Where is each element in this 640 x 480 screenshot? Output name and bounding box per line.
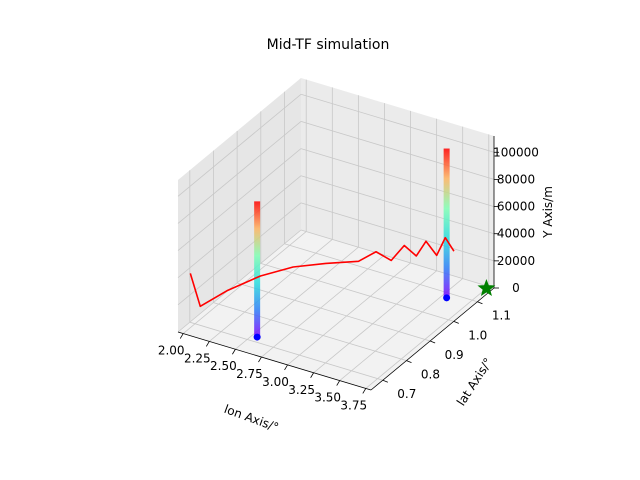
x-tick-label: 3.00 [262,375,289,389]
grid-line-y-floor [189,321,383,381]
grid-line-z-side [177,202,302,306]
y-tick-label: 0.9 [445,348,464,362]
tick-labels: 2.002.252.502.753.003.253.503.75 0.7 0.8 0.… [158,145,539,412]
y-tick-mark [406,360,412,363]
trajectory-line [189,236,455,308]
x-tick-label: 2.00 [158,344,185,358]
grid-line-x-floor [209,239,333,342]
z-tick-label: 40000 [497,227,535,241]
grid-line-x-floor [313,270,437,374]
x-tick-mark [205,341,210,347]
grid-line-x-floor [261,254,385,358]
grid-line-z-back [300,202,495,262]
column-1 [254,201,261,338]
x-tick-label: 3.50 [314,391,341,405]
data-marks [189,148,496,341]
z-tick-label: 80000 [497,172,535,186]
y-axis-line [370,287,495,391]
y-tick-mark [429,340,436,344]
y-axis-label: lat Axis/° [454,355,495,408]
grid-line-z-side [177,93,302,197]
y-tick-mark [382,379,388,383]
column-base-point-2 [443,294,451,302]
grid-line-z-back [300,229,495,289]
x-tick-mark [310,372,314,378]
grid-line-z-side [177,121,302,224]
grid-line-z-back [300,121,495,180]
chart-title: Mid-TF simulation [267,37,390,53]
x-tick-label: 3.25 [288,383,315,397]
side-pane [178,78,301,332]
grid-lines [177,79,495,391]
z-tick-label: 60000 [497,200,535,214]
x-tick-mark [284,364,288,371]
y-tick-label: 0.7 [397,387,416,401]
y-tick-label: 0.8 [421,368,440,382]
z-tick-label: 100000 [493,145,539,159]
grid-line-x-floor [339,278,463,381]
star-marker [477,278,496,297]
grid-line-y-floor [237,282,431,342]
y-tick-mark [477,301,483,305]
grid-line-z-side [177,175,302,279]
grid-line-z-back [300,148,495,207]
y-tick-label: 1.0 [468,328,487,342]
grid-line-y-floor [213,302,407,361]
z-tick-label: 0 [512,281,520,295]
z-tick-label: 20000 [497,254,535,268]
x-tick-label: 3.75 [340,398,367,412]
grid-line-z-back [300,93,495,153]
grid-line-x-floor [365,286,490,389]
x-axis-line [177,331,372,391]
z-axis-label: Y Axis/m [541,186,555,239]
grid-line-y-floor [260,262,454,322]
x-tick-label: 2.75 [236,367,263,381]
column-base-point-1 [253,333,261,341]
x-tick-label: 2.25 [184,351,211,365]
column-2 [443,148,450,298]
x-tick-mark [336,380,341,386]
x-tick-mark [258,356,262,363]
y-tick-label: 1.1 [492,309,511,323]
x-axis-label: lon Axis/° [222,402,280,435]
x-tick-mark [179,333,184,339]
grid-line-z-back [300,175,495,235]
x-tick-label: 2.50 [210,359,237,373]
grid-line-z-side [177,229,302,333]
x-tick-mark [232,349,236,355]
y-tick-mark [453,320,459,324]
grid-line-x-floor [287,262,411,366]
grid-line-z-side [177,148,302,251]
x-tick-mark [362,388,367,394]
